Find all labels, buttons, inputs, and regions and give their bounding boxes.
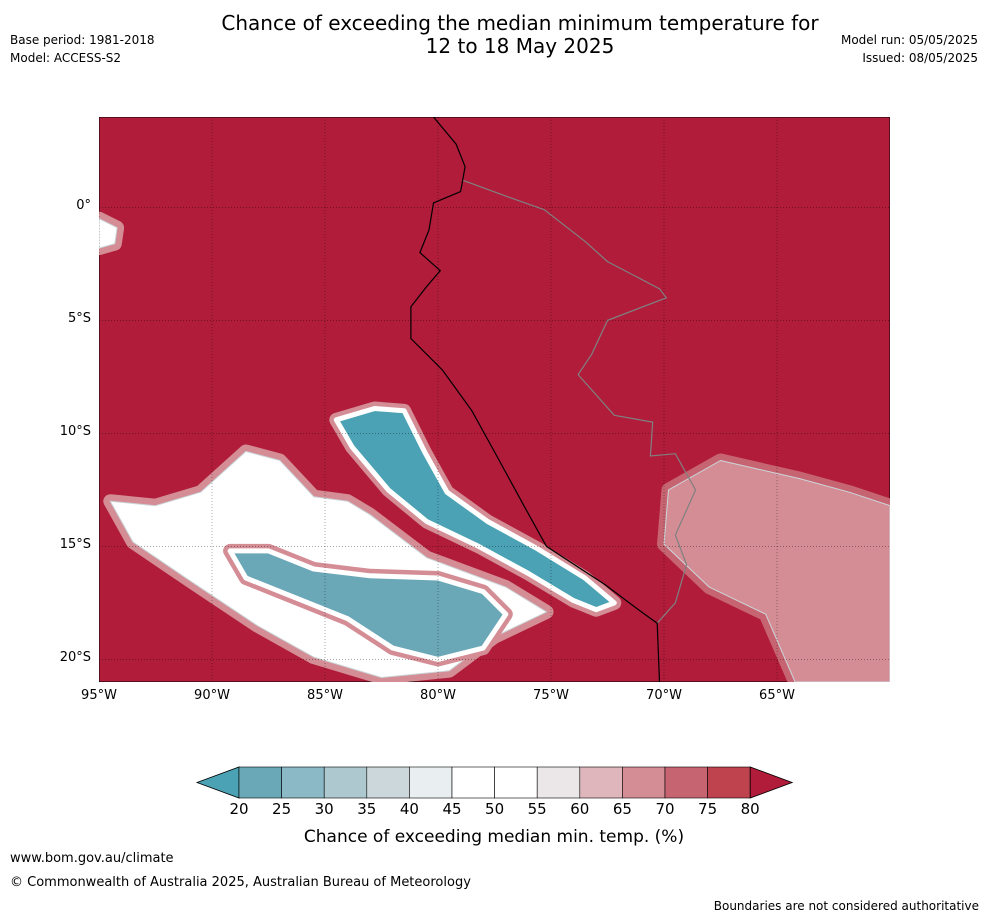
lat-tick-label: 15°S [59,537,91,553]
colorbar-under-triangle [195,766,240,799]
lat-tick-label: 20°S [59,650,91,666]
lon-tick-label: 65°W [759,688,795,703]
colorbar [195,766,794,799]
colorbar-over-triangle [749,766,794,799]
colorbar-segment [579,766,623,799]
colorbar-level-label: 50 [485,800,505,818]
model-run-label: Model run: 05/05/2025 [840,33,978,47]
boundaries-disclaimer: Boundaries are not considered authoritat… [713,899,979,913]
colorbar-segment [622,766,666,799]
probability-map [99,117,890,682]
lon-tick-label: 85°W [307,688,343,703]
colorbar-level-label: 40 [399,800,419,818]
base-period-label: Base period: 1981-2018 [10,33,155,47]
offshore-cool-anomaly [333,406,617,613]
colorbar-level-label: 35 [357,800,377,818]
colorbar-segment [451,766,495,799]
graticule [99,117,890,682]
colorbar-segment [238,766,282,799]
colorbar-level-label: 20 [229,800,249,818]
colorbar-level-label: 55 [527,800,547,818]
colorbar-segment [707,766,751,799]
colorbar-level-label: 60 [570,800,590,818]
colorbar-level-label: 25 [272,800,292,818]
inland-pale-region [663,460,890,682]
lon-tick-label: 90°W [194,688,230,703]
copyright-notice: © Commonwealth of Australia 2025, Austra… [10,875,471,890]
lat-tick-label: 10°S [59,424,91,440]
colorbar-title: Chance of exceeding median min. temp. (%… [303,827,685,847]
lon-tick-label: 70°W [646,688,682,703]
colorbar-segment [536,766,581,799]
lon-tick-label: 75°W [533,688,569,703]
issued-label: Issued: 08/05/2025 [862,51,978,65]
lon-tick-label: 80°W [420,688,456,703]
colorbar-segment [323,766,368,799]
colorbar-level-label: 65 [612,800,632,818]
north-white-blob [99,218,118,249]
title-line-2: 12 to 18 May 2025 [425,34,615,58]
colorbar-segment [281,766,325,799]
website-link[interactable]: www.bom.gov.au/climate [10,851,174,866]
colorbar-level-label: 30 [314,800,334,818]
model-label: Model: ACCESS-S2 [10,51,122,65]
map-title: Chance of exceeding the median minimum t… [0,12,988,58]
lon-tick-label: 95°W [81,688,117,703]
coastline [410,117,661,682]
country-border [462,179,697,624]
title-line-1: Chance of exceeding the median minimum t… [221,11,819,35]
colorbar-level-label: 70 [655,800,675,818]
colorbar-segment [409,766,453,799]
probability-regions [99,211,890,682]
colorbar-level-label: 75 [698,800,718,818]
southwest-cool-patch [227,548,509,662]
colorbar-segment [664,766,708,799]
colorbar-level-label: 45 [442,800,462,818]
colorbar-level-label: 80 [740,800,760,818]
lat-tick-label: 0° [76,198,91,214]
colorbar-segment [494,766,538,799]
lat-tick-label: 5°S [67,311,91,327]
colorbar-segment [366,766,410,799]
